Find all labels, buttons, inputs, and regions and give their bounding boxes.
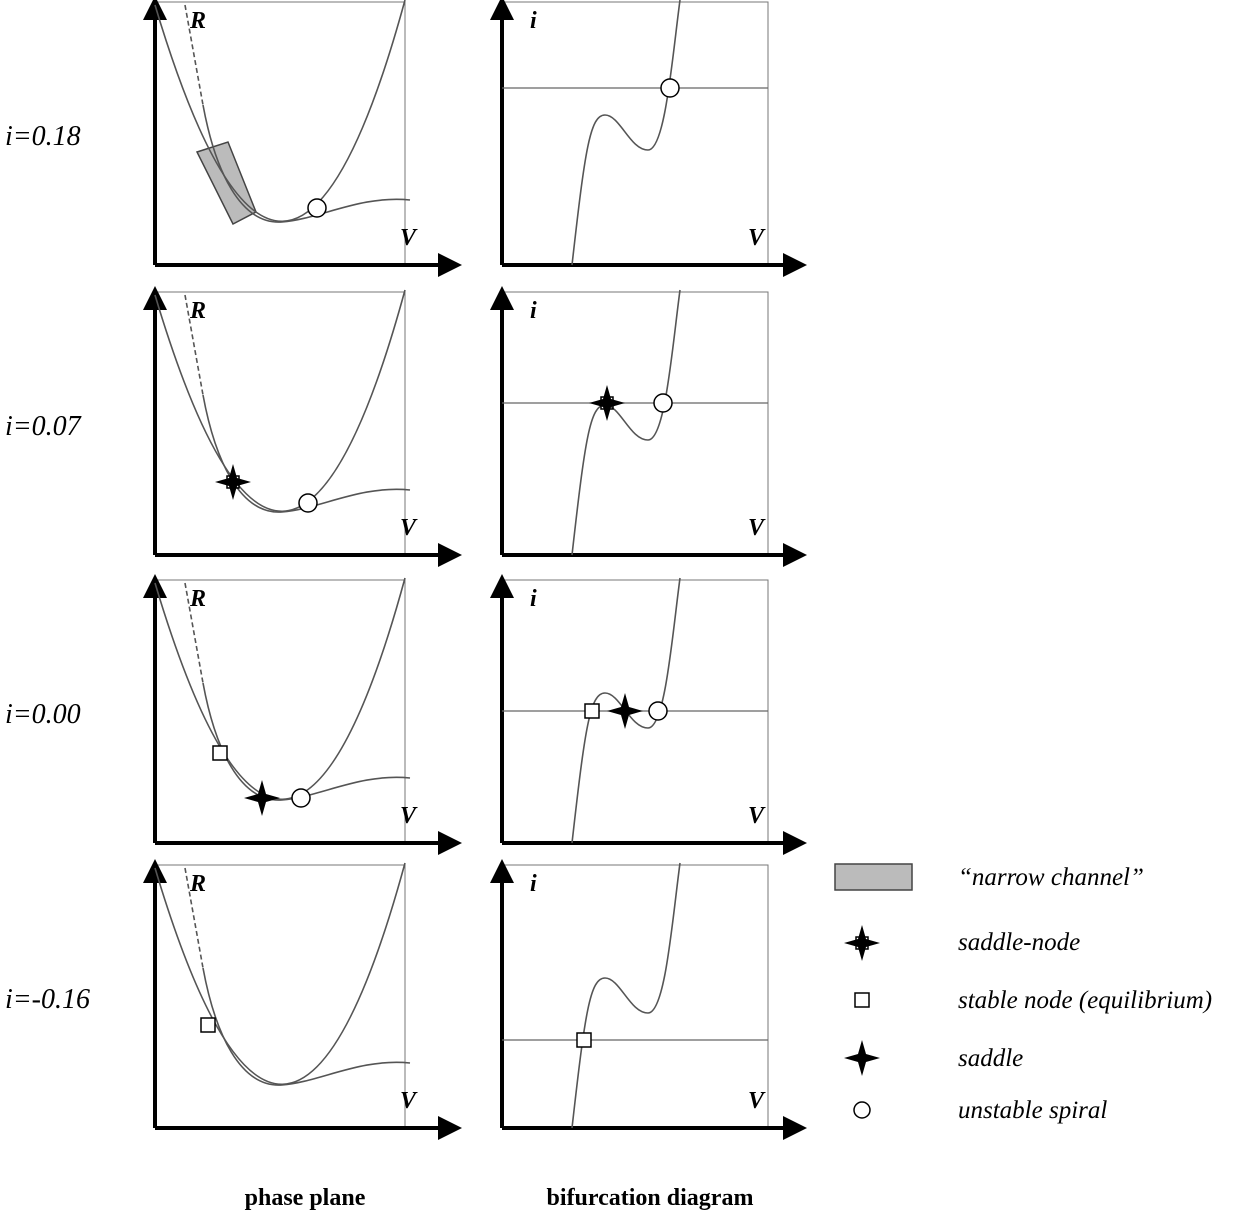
axis-label: V xyxy=(748,225,766,251)
stable-node xyxy=(212,745,228,761)
r-nullcline xyxy=(202,682,411,801)
legend-saddle xyxy=(844,1040,880,1076)
r-nullcline-dashed xyxy=(184,294,204,396)
legend-spiral xyxy=(853,1101,871,1119)
panel-frame xyxy=(500,864,769,1128)
v-nullcline xyxy=(154,862,406,1085)
axis-label: V xyxy=(748,803,766,829)
legend-label: unstable spiral xyxy=(958,1097,1107,1124)
axis-label: R xyxy=(189,298,206,324)
panel-frame xyxy=(155,1,406,265)
saddle-node-box xyxy=(226,475,240,489)
stable-node xyxy=(200,1017,216,1033)
cubic-curve xyxy=(571,862,681,1129)
legend-label: stable node (equilibrium) xyxy=(958,987,1212,1014)
saddle-node-box xyxy=(600,396,614,410)
row-label: i=0.18 xyxy=(5,121,81,152)
v-nullcline xyxy=(154,0,406,222)
row: i=0.07 R Vi V xyxy=(5,286,807,567)
row: i=0.18 R Vi V xyxy=(5,0,807,277)
saddle xyxy=(244,780,280,816)
panel-frame xyxy=(500,1,769,265)
axis-label: R xyxy=(189,8,206,34)
v-nullcline xyxy=(154,289,406,512)
row: i=0.00 R Vi V xyxy=(5,574,807,855)
axis-label: V xyxy=(400,515,418,541)
v-nullcline xyxy=(154,577,406,800)
panel-frame xyxy=(155,864,406,1128)
r-nullcline xyxy=(202,394,411,513)
column-title: bifurcation diagram xyxy=(547,1185,754,1211)
panel-frame xyxy=(155,291,406,555)
saddle xyxy=(607,693,643,729)
legend-channel xyxy=(834,863,913,891)
axis-label: R xyxy=(189,586,206,612)
unstable-spiral xyxy=(307,198,327,218)
axis-label: i xyxy=(530,298,537,324)
legend-label: saddle-node xyxy=(958,929,1080,956)
axis-label: V xyxy=(400,1088,418,1114)
panel-frame xyxy=(155,579,406,843)
axis-label: V xyxy=(400,225,418,251)
r-nullcline xyxy=(202,104,411,223)
unstable-spiral xyxy=(660,78,680,98)
legend-saddle-node xyxy=(844,925,880,961)
legend-label: “narrow channel” xyxy=(958,864,1144,891)
saddle-node xyxy=(589,385,625,421)
column-title: phase plane xyxy=(245,1185,366,1211)
saddle-node xyxy=(215,464,251,500)
axis-label: i xyxy=(530,871,537,897)
axis-label: i xyxy=(530,8,537,34)
unstable-spiral xyxy=(291,788,311,808)
row-label: i=0.00 xyxy=(5,699,81,730)
unstable-spiral xyxy=(298,493,318,513)
row-label: i=0.07 xyxy=(5,411,82,442)
axis-label: V xyxy=(400,803,418,829)
axis-label: i xyxy=(530,586,537,612)
unstable-spiral xyxy=(648,701,668,721)
cubic-curve xyxy=(571,289,681,556)
stable-node xyxy=(584,703,600,719)
cubic-curve xyxy=(571,0,681,266)
panel-frame xyxy=(500,579,769,843)
r-nullcline-dashed xyxy=(184,867,204,969)
row: i=-0.16 R Vi V xyxy=(5,859,807,1140)
r-nullcline-dashed xyxy=(184,4,204,106)
legend-stable-node xyxy=(854,992,870,1008)
legend-label: saddle xyxy=(958,1045,1023,1072)
axis-label: V xyxy=(748,515,766,541)
row-label: i=-0.16 xyxy=(5,984,90,1015)
stable-node xyxy=(576,1032,592,1048)
axis-label: V xyxy=(748,1088,766,1114)
r-nullcline xyxy=(202,967,411,1086)
r-nullcline-dashed xyxy=(184,582,204,684)
unstable-spiral xyxy=(653,393,673,413)
narrow-channel xyxy=(195,141,257,226)
panel-frame xyxy=(500,291,769,555)
axis-label: R xyxy=(189,871,206,897)
